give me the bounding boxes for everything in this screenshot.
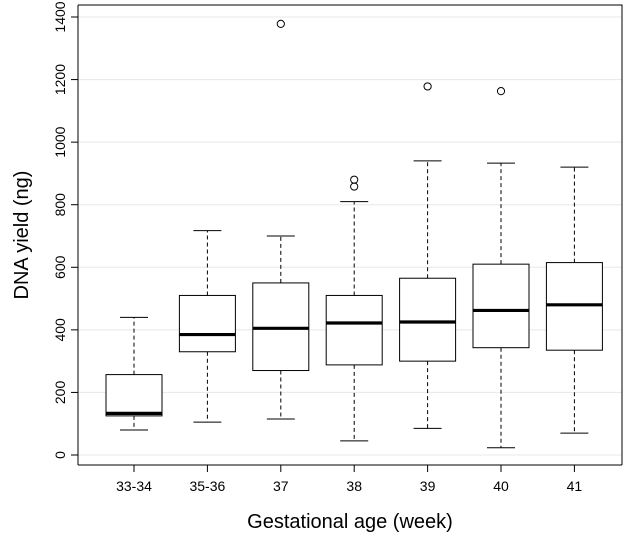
y-tick-label: 800 [52,193,68,217]
x-tick-label: 38 [346,478,362,494]
y-tick-label: 600 [52,255,68,279]
box-33-34 [105,316,163,431]
y-axis-title: DNA yield (ng) [11,171,33,300]
plot-frame [78,4,623,465]
y-tick-label: 1000 [52,126,68,157]
iqr-box [105,374,163,417]
axes-group: 0 200 400 600 800 1000 1200 1400 33-34 35-36 37 38… [52,1,623,494]
iqr-box [325,294,383,366]
x-tick-label: 39 [420,478,436,494]
box-35-36 [178,230,236,423]
boxes-group [105,19,603,449]
iqr-box [178,294,236,353]
outlier-point [350,182,359,191]
y-tick-label: 1400 [52,1,68,32]
x-axis-ticks: 33-34 35-36 37 38 39 40 41 [116,465,582,494]
outlier-point [496,87,506,96]
x-tick-label: 37 [273,478,289,494]
iqr-box [399,277,457,362]
box-38 [325,175,383,442]
y-axis-ticks: 0 200 400 600 800 1000 1200 1400 [52,1,78,459]
x-tick-label: 33-34 [116,478,152,494]
box-39 [399,82,457,429]
iqr-box [472,263,530,349]
y-tick-label: 400 [52,318,68,342]
outlier-point [350,175,359,184]
x-tick-label: 40 [493,478,509,494]
y-tick-label: 0 [52,451,68,459]
x-tick-label: 41 [567,478,583,494]
box-41 [545,166,603,434]
box-37 [252,19,310,420]
box-40 [472,87,530,449]
outlier-point [423,82,432,91]
x-axis-title: Gestational age (week) [247,511,453,533]
x-tick-label: 35-36 [189,478,225,494]
outlier-point [276,19,285,28]
y-tick-label: 1200 [52,64,68,95]
y-tick-label: 200 [52,381,68,405]
